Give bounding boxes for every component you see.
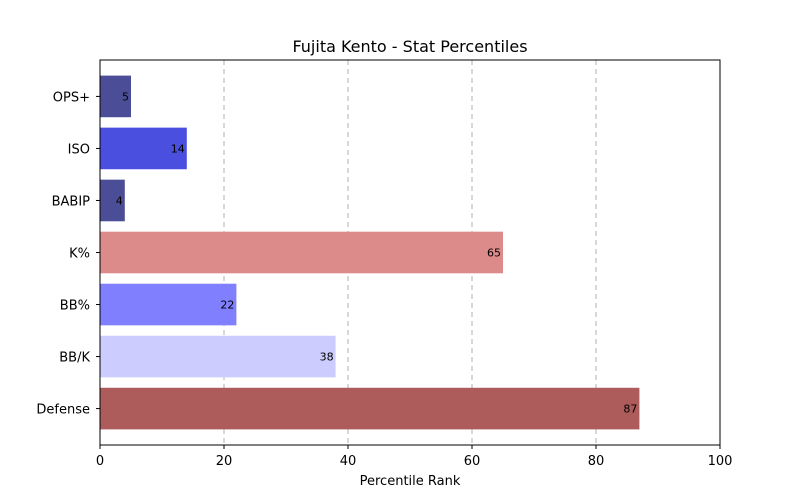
y-category-label: BB/K (59, 351, 90, 366)
y-category-label: Defense (36, 403, 90, 418)
chart-title: Fujita Kento - Stat Percentiles (292, 37, 527, 56)
bar (100, 283, 237, 326)
bar-value-label: 14 (171, 142, 185, 155)
x-tick-label: 0 (96, 454, 104, 469)
y-category-label: K% (69, 247, 90, 262)
bar-value-label: 87 (623, 403, 637, 416)
y-category-label: BABIP (52, 194, 91, 209)
y-axis: OPS+ ISO BABIP K% BB% BB/K Defense (36, 90, 100, 418)
bar-value-label: 5 (122, 90, 129, 103)
y-category-label: BB% (60, 299, 90, 314)
bar-value-label: 22 (220, 299, 234, 312)
x-axis: 0 20 40 60 80 100 (96, 445, 733, 469)
y-category-label: OPS+ (53, 90, 90, 105)
bar-value-label: 4 (116, 194, 123, 207)
x-tick-label: 100 (708, 454, 733, 469)
bar (100, 231, 503, 274)
bars (100, 75, 640, 430)
bar (100, 179, 125, 222)
bar (100, 127, 187, 170)
x-tick-label: 60 (464, 454, 481, 469)
x-tick-label: 80 (588, 454, 605, 469)
bar-value-label: 38 (320, 351, 334, 364)
plot-frame (99, 59, 721, 446)
x-axis-title: Percentile Rank (360, 474, 461, 489)
bar-value-label: 65 (487, 247, 501, 260)
bar (100, 75, 131, 118)
y-category-label: ISO (68, 142, 90, 157)
x-tick-label: 40 (340, 454, 357, 469)
bar (100, 387, 640, 430)
bar-value-labels: 5 14 4 65 22 38 87 (116, 90, 638, 415)
bar (100, 335, 336, 378)
x-tick-label: 20 (216, 454, 233, 469)
